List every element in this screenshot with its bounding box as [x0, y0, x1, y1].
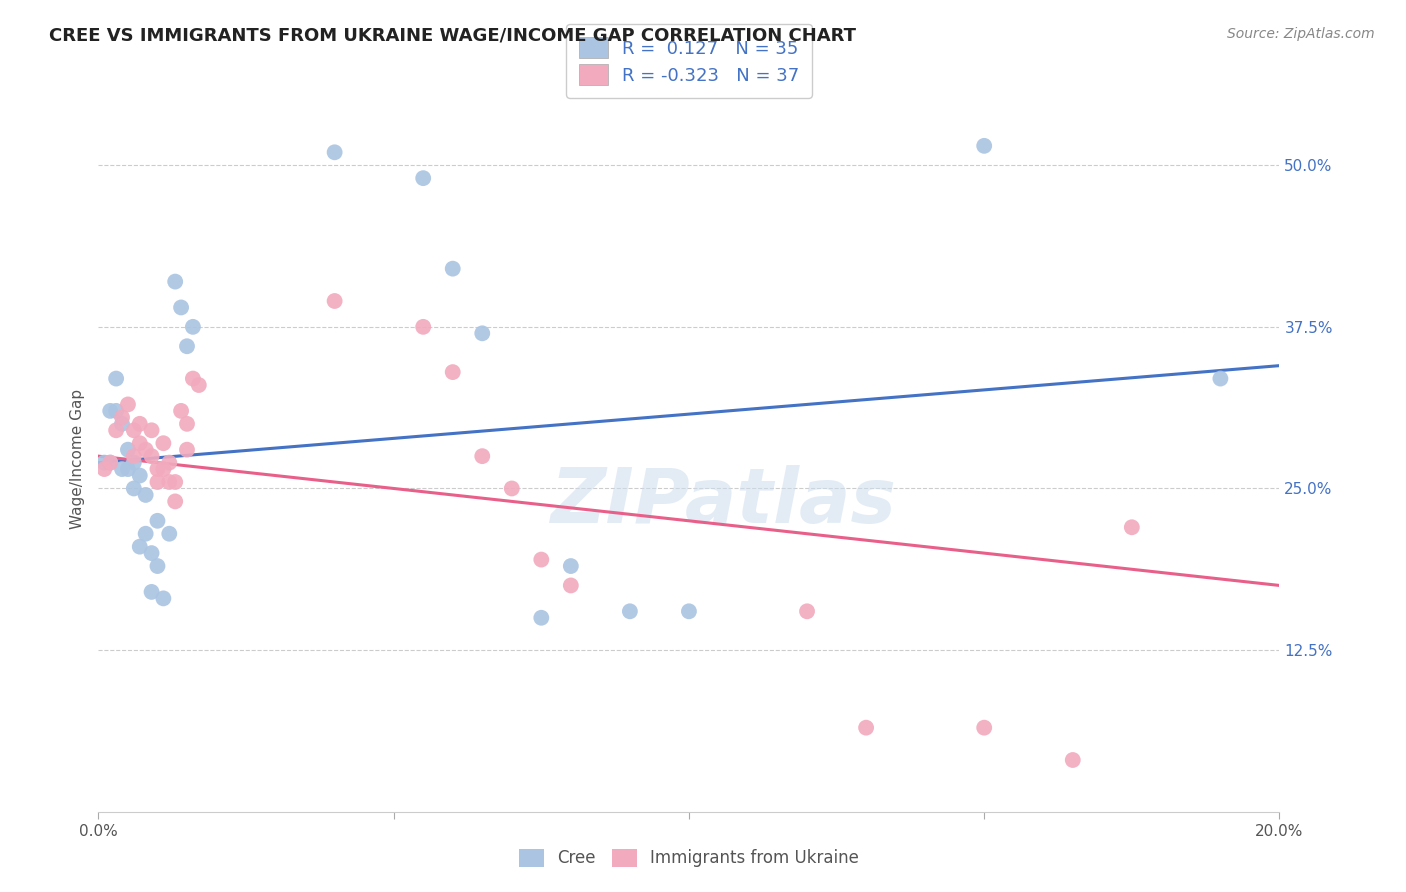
Point: [105, 371, 128, 385]
Point: [323, 145, 346, 160]
Point: [678, 604, 700, 618]
Point: [122, 449, 145, 463]
Point: [1121, 520, 1143, 534]
Point: [165, 494, 187, 508]
Point: [170, 301, 193, 315]
Point: [128, 468, 150, 483]
Point: [412, 171, 434, 186]
Point: [93, 462, 115, 476]
Point: [855, 721, 877, 735]
Point: [152, 462, 174, 476]
Point: [530, 552, 553, 566]
Point: [973, 138, 995, 153]
Point: [105, 404, 128, 418]
Point: [441, 261, 464, 276]
Point: [152, 591, 174, 606]
Point: [157, 456, 180, 470]
Point: [165, 275, 187, 289]
Point: [170, 404, 193, 418]
Point: [141, 449, 163, 463]
Point: [181, 319, 204, 334]
Point: [122, 423, 145, 437]
Point: [141, 585, 163, 599]
Point: [176, 417, 198, 431]
Point: [117, 462, 139, 476]
Text: ZIPatlas: ZIPatlas: [551, 465, 897, 539]
Point: [973, 721, 995, 735]
Y-axis label: Wage/Income Gap: Wage/Income Gap: [69, 389, 84, 530]
Point: [619, 604, 641, 618]
Point: [176, 442, 198, 457]
Point: [471, 449, 494, 463]
Point: [146, 514, 169, 528]
Point: [135, 526, 157, 541]
Point: [146, 559, 169, 574]
Point: [141, 546, 163, 560]
Point: [796, 604, 818, 618]
Point: [128, 540, 150, 554]
Point: [412, 319, 434, 334]
Point: [323, 293, 346, 308]
Point: [117, 442, 139, 457]
Point: [176, 339, 198, 353]
Point: [560, 559, 582, 574]
Point: [111, 462, 134, 476]
Point: [152, 436, 174, 450]
Point: [146, 475, 169, 489]
Point: [471, 326, 494, 341]
Point: [117, 397, 139, 411]
Point: [98, 456, 121, 470]
Point: [128, 417, 150, 431]
Point: [105, 423, 128, 437]
Point: [111, 417, 134, 431]
Point: [560, 578, 582, 592]
Text: CREE VS IMMIGRANTS FROM UKRAINE WAGE/INCOME GAP CORRELATION CHART: CREE VS IMMIGRANTS FROM UKRAINE WAGE/INC…: [49, 27, 856, 45]
Point: [111, 410, 134, 425]
Text: Source: ZipAtlas.com: Source: ZipAtlas.com: [1227, 27, 1375, 41]
Point: [181, 371, 204, 385]
Point: [165, 475, 187, 489]
Point: [135, 442, 157, 457]
Legend: Cree, Immigrants from Ukraine: Cree, Immigrants from Ukraine: [512, 842, 866, 874]
Point: [530, 611, 553, 625]
Point: [157, 526, 180, 541]
Point: [1062, 753, 1084, 767]
Point: [122, 456, 145, 470]
Point: [141, 423, 163, 437]
Point: [501, 482, 523, 496]
Point: [122, 482, 145, 496]
Point: [98, 404, 121, 418]
Point: [157, 475, 180, 489]
Point: [98, 456, 121, 470]
Point: [187, 378, 209, 392]
Point: [93, 456, 115, 470]
Point: [441, 365, 464, 379]
Point: [1209, 371, 1232, 385]
Point: [135, 488, 157, 502]
Point: [128, 436, 150, 450]
Point: [146, 462, 169, 476]
